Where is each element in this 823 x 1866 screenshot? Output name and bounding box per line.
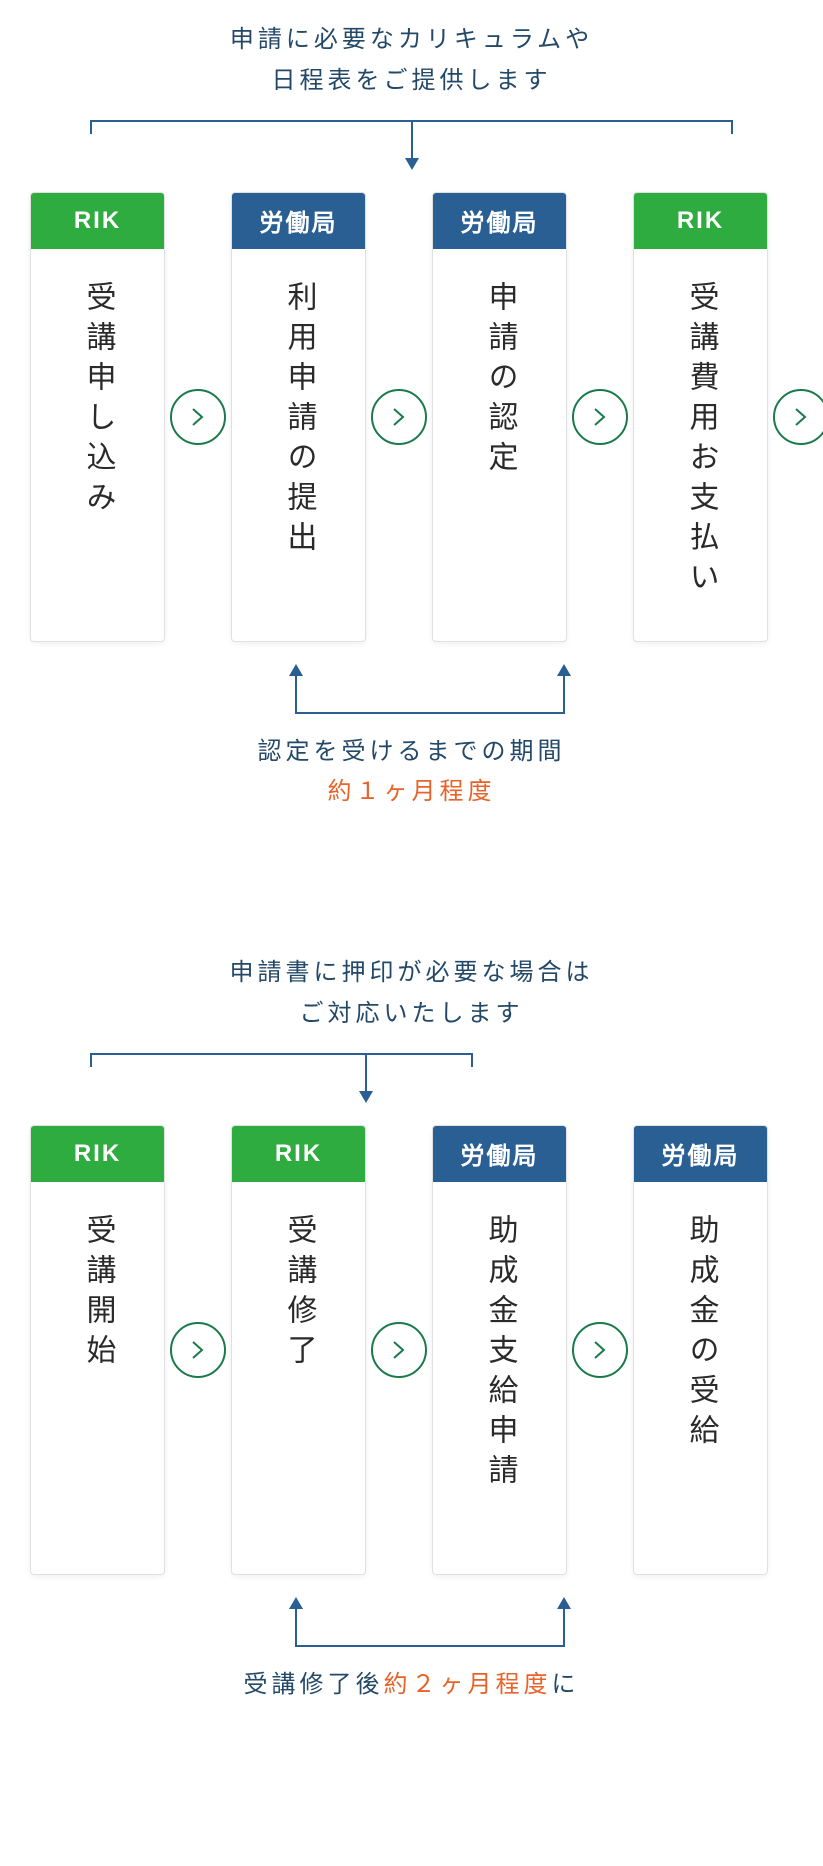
bottom-note-line1: 認定を受けるまでの期間 (30, 732, 793, 773)
flow-section-1: 申請に必要なカリキュラムや 日程表をご提供します RIK 受講申し込み 労働局 … (30, 20, 793, 813)
bottom-bracket (295, 656, 565, 714)
card-tag: RIK (634, 193, 767, 249)
bottom-note-highlight: 約１ヶ月程度 (30, 772, 793, 813)
step-card-6: RIK 受講修了 (231, 1125, 366, 1575)
card-label: 申請の認定 (478, 281, 522, 481)
top-bracket (90, 120, 733, 178)
top-note-line1: 申請書に押印が必要な場合は (30, 953, 793, 994)
card-label: 受講申し込み (76, 281, 120, 521)
chevron-right-icon (170, 1322, 226, 1378)
card-label: 助成金支給申請 (478, 1214, 522, 1494)
flow-section-2: 申請書に押印が必要な場合は ご対応いたします RIK 受講開始 RIK 受講修了… (30, 953, 793, 1705)
card-label: 受講開始 (76, 1214, 120, 1374)
top-bracket (90, 1053, 473, 1111)
card-tag: 労働局 (634, 1126, 767, 1182)
step-card-4: RIK 受講費用お支払い (633, 192, 768, 642)
card-tag: RIK (232, 1126, 365, 1182)
chevron-right-icon (371, 1322, 427, 1378)
bottom-bracket (295, 1589, 565, 1647)
card-label: 受講費用お支払い (679, 281, 723, 601)
bottom-note: 受講修了後約２ヶ月程度に (30, 1665, 793, 1706)
card-tag: 労働局 (433, 193, 566, 249)
step-card-7: 労働局 助成金支給申請 (432, 1125, 567, 1575)
step-card-2: 労働局 利用申請の提出 (231, 192, 366, 642)
bottom-note-suffix: に (552, 1671, 580, 1698)
top-note-line2: ご対応いたします (30, 994, 793, 1035)
bottom-note: 認定を受けるまでの期間 約１ヶ月程度 (30, 732, 793, 814)
top-note: 申請に必要なカリキュラムや 日程表をご提供します (30, 20, 793, 102)
top-note-line2: 日程表をご提供します (30, 61, 793, 102)
card-row: RIK 受講申し込み 労働局 利用申請の提出 労働局 申請の認定 RIK 受講費… (30, 192, 793, 642)
top-note: 申請書に押印が必要な場合は ご対応いたします (30, 953, 793, 1035)
card-tag: 労働局 (433, 1126, 566, 1182)
card-label: 助成金の受給 (679, 1214, 723, 1454)
card-label: 受講修了 (277, 1214, 321, 1374)
chevron-right-icon (572, 389, 628, 445)
chevron-right-icon (773, 389, 823, 445)
bottom-note-prefix: 受講修了後 (244, 1671, 384, 1698)
chevron-right-icon (371, 389, 427, 445)
bottom-note-highlight: 約２ヶ月程度 (384, 1671, 552, 1698)
step-card-5: RIK 受講開始 (30, 1125, 165, 1575)
chevron-right-icon (572, 1322, 628, 1378)
card-tag: RIK (31, 1126, 164, 1182)
step-card-3: 労働局 申請の認定 (432, 192, 567, 642)
top-note-line1: 申請に必要なカリキュラムや (30, 20, 793, 61)
card-label: 利用申請の提出 (277, 281, 321, 561)
card-row: RIK 受講開始 RIK 受講修了 労働局 助成金支給申請 労働局 助成金の受給 (30, 1125, 793, 1575)
step-card-1: RIK 受講申し込み (30, 192, 165, 642)
chevron-right-icon (170, 389, 226, 445)
card-tag: 労働局 (232, 193, 365, 249)
card-tag: RIK (31, 193, 164, 249)
step-card-8: 労働局 助成金の受給 (633, 1125, 768, 1575)
